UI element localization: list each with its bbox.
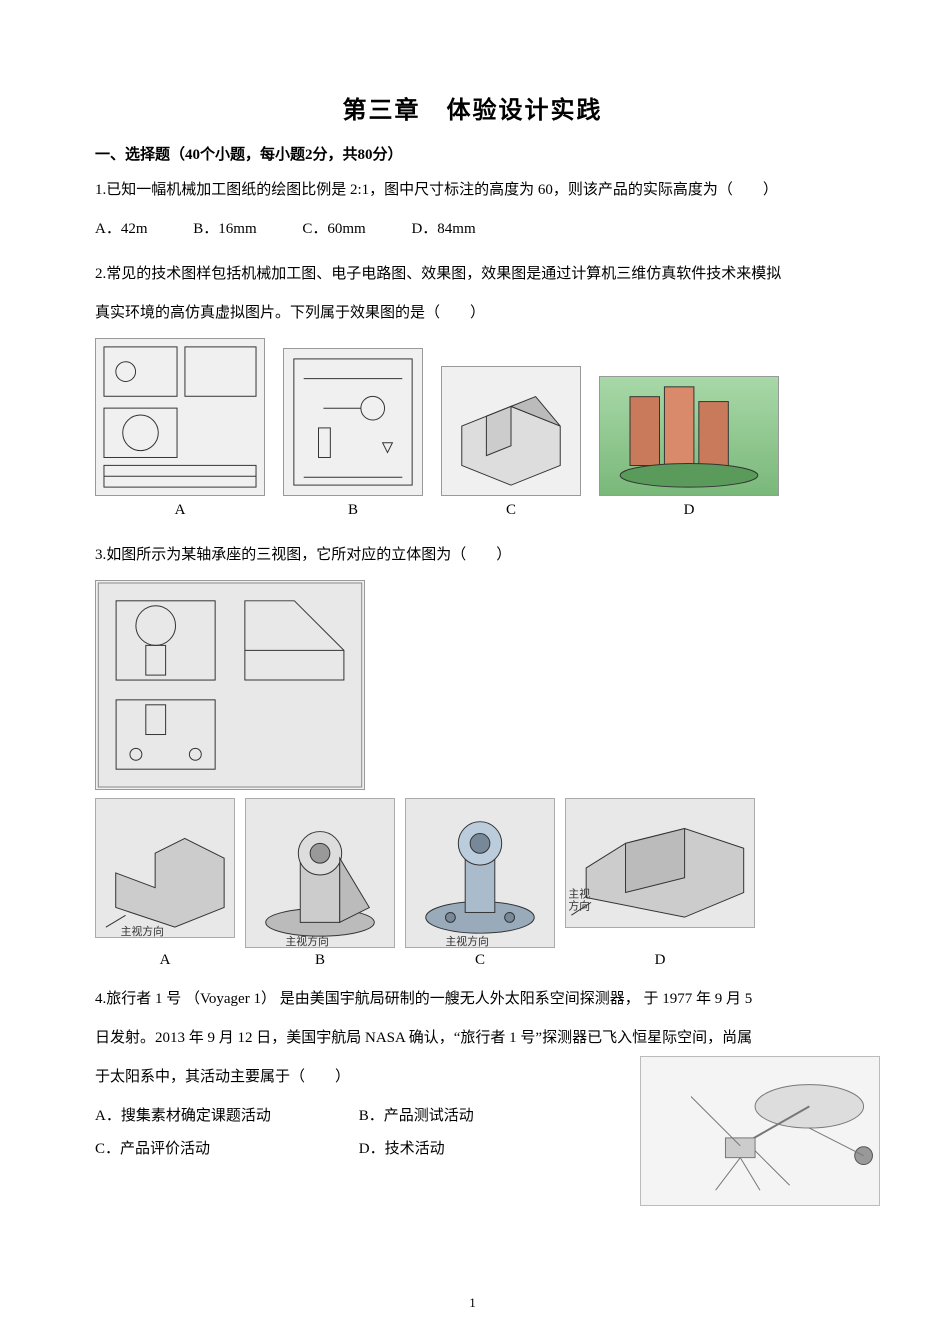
q3-option-c-image: 主视方向 <box>405 798 555 948</box>
q3-caption-d: D <box>565 952 755 969</box>
q2-caption-d: D <box>599 502 779 519</box>
q2-image-b <box>283 348 423 496</box>
q2-images <box>95 338 850 496</box>
q2-image-a <box>95 338 265 496</box>
q3-caption-a: A <box>95 952 235 969</box>
q2-line1: 2.常见的技术图样包括机械加工图、电子电路图、效果图，效果图是通过计算机三维仿真… <box>95 258 850 291</box>
q3-caption-c: C <box>405 952 555 969</box>
q3-text: 3.如图所示为某轴承座的三视图，它所对应的立体图为（ ） <box>95 539 850 572</box>
q3-option-b-image: 主视方向 <box>245 798 395 948</box>
page-number: 1 <box>0 1295 945 1311</box>
q4-option-a: A．搜集素材确定课题活动 <box>95 1100 355 1133</box>
q4-option-b: B．产品测试活动 <box>359 1100 474 1133</box>
svg-text:主视方向: 主视方向 <box>121 924 164 937</box>
isometric-block-icon <box>441 366 581 496</box>
three-view-drawing-icon <box>95 580 365 790</box>
q1-option-d: D．84mm <box>411 213 475 246</box>
q3-caption-b: B <box>245 952 395 969</box>
q4-line2: 日发射。2013 年 9 月 12 日，美国宇航局 NASA 确认，“旅行者 1… <box>95 1022 850 1055</box>
svg-text:主视方向: 主视方向 <box>445 934 488 947</box>
svg-text:主视方向: 主视方向 <box>285 934 328 947</box>
q4-block: 4.旅行者 1 号 （Voyager 1） 是由美国宇航局研制的一艘无人外太阳系… <box>95 983 850 1166</box>
q3-captions: A B C D <box>95 952 850 969</box>
q1-option-c: C．60mm <box>302 213 365 246</box>
q4-line1: 4.旅行者 1 号 （Voyager 1） 是由美国宇航局研制的一艘无人外太阳系… <box>95 983 850 1016</box>
q1-option-b: B．16mm <box>193 213 256 246</box>
q3-three-views <box>95 580 850 790</box>
q2-captions: A B C D <box>95 502 850 519</box>
voyager-probe-image <box>640 1056 880 1206</box>
svg-text:主视: 主视 <box>568 886 590 900</box>
q2-caption-b: B <box>283 502 423 519</box>
q4-option-c: C．产品评价活动 <box>95 1133 355 1166</box>
q2-caption-a: A <box>95 502 265 519</box>
q3-option-a-image: 主视方向 <box>95 798 235 938</box>
q2-image-c <box>441 366 581 496</box>
q3-option-d-image: 主视 方向 <box>565 798 755 928</box>
svg-text:方向: 方向 <box>568 898 590 912</box>
q2-image-d <box>599 376 779 496</box>
q2-caption-c: C <box>441 502 581 519</box>
render-building-icon <box>599 376 779 496</box>
q2-line2: 真实环境的高仿真虚拟图片。下列属于效果图的是（ ） <box>95 297 850 330</box>
circuit-diagram-icon <box>283 348 423 496</box>
page-title: 第三章 体验设计实践 <box>95 90 850 125</box>
q4-option-d: D．技术活动 <box>359 1133 445 1166</box>
mechanical-drawing-icon <box>95 338 265 496</box>
q1-options: A．42m B．16mm C．60mm D．84mm <box>95 213 850 246</box>
q3-options-row: 主视方向 主视方向 主视方向 主视 方向 <box>95 798 850 948</box>
section-header: 一、选择题（40个小题，每小题2分，共80分） <box>95 143 850 164</box>
q1-option-a: A．42m <box>95 213 148 246</box>
q1-text: 1.已知一幅机械加工图纸的绘图比例是 2:1，图中尺寸标注的高度为 60，则该产… <box>95 174 850 207</box>
